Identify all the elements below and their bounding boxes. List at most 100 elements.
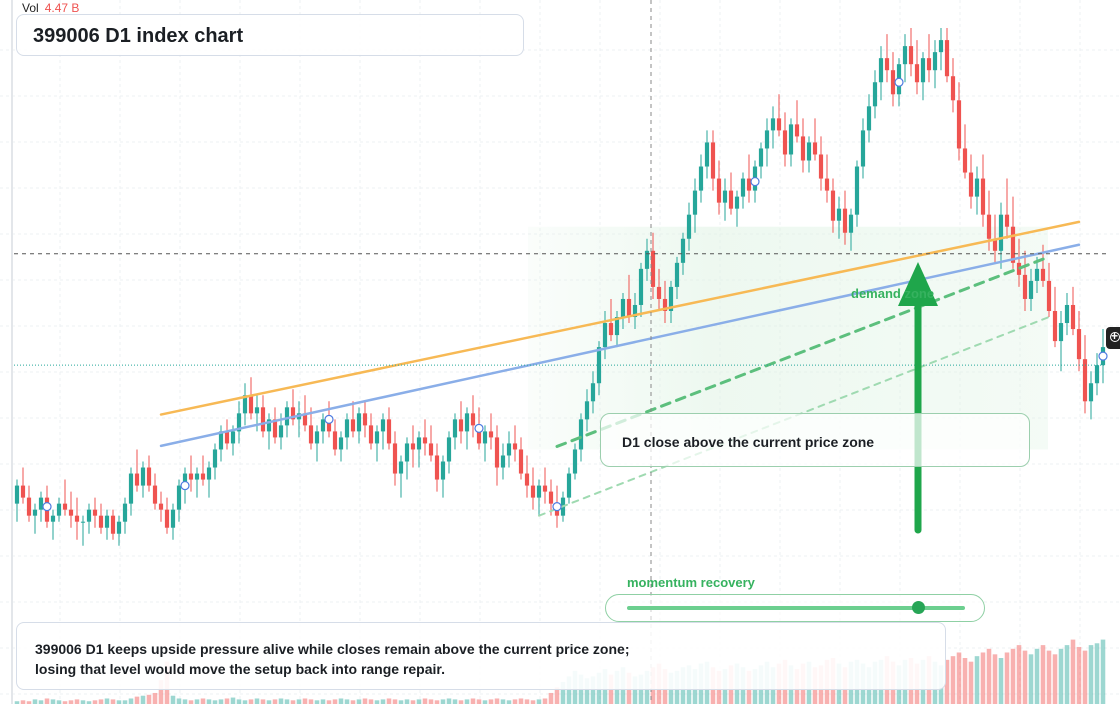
candle-body (872, 82, 878, 107)
volume-bar (128, 698, 134, 704)
candle-body (734, 196, 740, 209)
candle-body (950, 76, 956, 101)
candle-body (182, 473, 188, 486)
demand-zone-layer (528, 226, 1048, 450)
candle-body (626, 298, 632, 318)
volume-bar (1082, 650, 1088, 704)
candle-body (200, 473, 206, 480)
candle-body (884, 58, 890, 71)
candle-body (128, 473, 134, 504)
signal-marker (894, 77, 904, 87)
volume-bar (350, 700, 356, 704)
candle-body (494, 437, 500, 468)
candle-body (584, 401, 590, 420)
candle-body (446, 437, 452, 462)
candle-body (944, 40, 950, 77)
volume-bar (416, 699, 422, 704)
candle-body (278, 425, 284, 438)
volume-bar (542, 698, 548, 704)
volume-bar (314, 700, 320, 704)
candle-body (956, 100, 962, 149)
volume-bar (260, 699, 266, 704)
candle-body (770, 118, 776, 131)
candle-body (668, 286, 674, 311)
candle-body (968, 172, 974, 197)
volume-bar (956, 652, 962, 704)
volume-bar (440, 699, 446, 704)
volume-bar (278, 698, 284, 704)
signal-marker (180, 480, 190, 491)
candle-body (686, 214, 692, 239)
volume-bar (512, 699, 518, 704)
momentum-slider[interactable] (605, 594, 985, 622)
candle-body (350, 419, 356, 432)
candle-body (740, 178, 746, 197)
candle-body (866, 106, 872, 131)
crosshair-icon[interactable] (1106, 327, 1120, 349)
volume-bar (44, 698, 50, 704)
candle-body (368, 425, 374, 444)
candle-body (416, 437, 422, 450)
volume-bar (1022, 650, 1028, 704)
candle-body (422, 437, 428, 444)
volume-bar (200, 698, 206, 704)
volume-bar (1010, 648, 1016, 704)
volume-bar (452, 699, 458, 704)
volume-bar (122, 700, 128, 704)
candle-body (434, 455, 440, 480)
candle-body (824, 178, 830, 191)
volume-bar (554, 687, 560, 704)
volume-bar (986, 648, 992, 704)
trendline-blue (159, 243, 1081, 448)
candle-body (26, 497, 32, 516)
volume-bar (404, 699, 410, 704)
candle-body (854, 166, 860, 215)
candle-body (248, 395, 254, 414)
volume-bar (1064, 645, 1070, 704)
candle-body (356, 413, 362, 432)
candle-body (20, 485, 26, 498)
candle-body (536, 485, 542, 498)
candle-body (614, 317, 620, 336)
volume-bar (68, 700, 74, 704)
candle-body (242, 395, 248, 414)
candle-body (254, 407, 260, 414)
volume-bar (974, 656, 980, 704)
candle-body (146, 467, 152, 486)
volume-bar (1046, 650, 1052, 704)
candle-body (332, 431, 338, 450)
candle-body (1076, 329, 1082, 360)
candle-body (338, 437, 344, 450)
volume-bar (536, 699, 542, 704)
candle-body (170, 509, 176, 528)
volume-bar (62, 701, 68, 704)
callout-card: D1 close above the current price zone (600, 413, 1030, 467)
candle-body (104, 515, 110, 528)
volume-bar (1028, 654, 1034, 704)
candle-body (680, 238, 686, 263)
candle-body (902, 46, 908, 65)
volume-bar (476, 699, 482, 704)
candle-body (632, 304, 638, 318)
volume-bar (188, 700, 194, 704)
demand-zone-rect (528, 226, 1048, 450)
candle-body (50, 515, 56, 522)
candle-body (230, 431, 236, 444)
volume-bar (1070, 639, 1076, 704)
volume-bar (206, 699, 212, 704)
candle-body (164, 509, 170, 528)
momentum-knob[interactable] (911, 601, 925, 614)
volume-bar (254, 698, 260, 704)
candle-body (302, 413, 308, 426)
candle-body (110, 515, 116, 534)
candle-body (578, 419, 584, 450)
candle-body (92, 509, 98, 516)
candle-body (374, 431, 380, 444)
candle-body (1082, 359, 1088, 402)
candle-body (644, 250, 650, 269)
volume-bar (566, 676, 572, 704)
candle-body (218, 431, 224, 450)
volume-bar (212, 700, 218, 704)
candle-body (476, 425, 482, 444)
